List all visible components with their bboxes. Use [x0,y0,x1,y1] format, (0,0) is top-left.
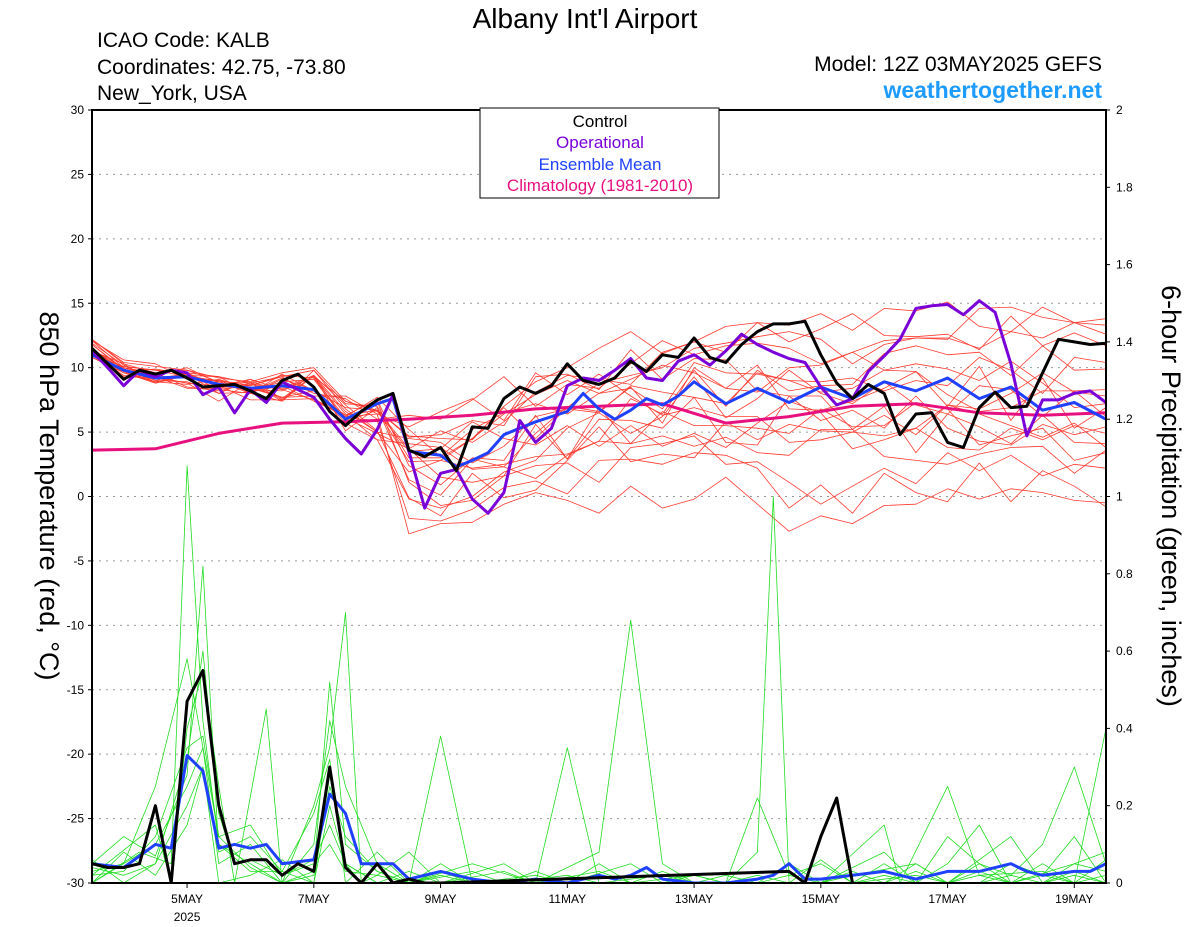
left-tick-label: -5 [73,554,84,568]
x-tick-label: 13MAY [675,892,713,906]
temperature-member-line [92,350,1106,457]
right-tick-label: 1.4 [1116,335,1133,349]
legend-entry-control: Control [573,112,628,131]
left-tick-label: 0 [77,490,84,504]
right-tick-label: 1.6 [1116,258,1133,272]
left-axis-ticks: 30 25 20 15 10 5 0 -5 -10 -15 -20 -25 -30 [67,103,92,890]
left-tick-label: 15 [71,296,85,310]
right-tick-label: 1.2 [1116,412,1133,426]
left-tick-label: 30 [71,103,85,117]
legend-box [479,107,720,199]
x-axis-ticks: 5MAY 2025 7MAY 9MAY 11MAY 13MAY 15MAY 17MAY 19MA… [171,883,1094,924]
right-tick-label: 0.8 [1116,567,1133,581]
left-tick-label: -10 [67,618,85,632]
temp-operational-line [92,299,1106,515]
left-axis-title-text: 850 hPa Temperature (red, °C) [34,312,64,681]
icao-code: ICAO Code: KALB [97,29,270,52]
temperature-member-line [92,340,1106,522]
right-tick-label: 2 [1116,103,1123,117]
left-tick-label: -15 [67,683,85,697]
right-tick-label: 0.6 [1116,644,1133,658]
location: New_York, USA [97,82,247,105]
model-run: Model: 12Z 03MAY2025 GEFS [814,53,1102,76]
x-tick-label: 11MAY [549,892,587,906]
x-tick-label: 19MAY [1055,892,1093,906]
left-tick-label: 10 [71,361,85,375]
left-tick-label: 25 [71,167,85,181]
left-tick-label: 5 [77,425,84,439]
x-tick-label: 17MAY [928,892,966,906]
temperature-member-line [92,313,1106,441]
temperature-member-line [92,342,1106,486]
precip-ensemble-mean-line [92,754,1106,883]
left-tick-label: -20 [67,747,85,761]
precipitation-member-line [92,735,1106,883]
right-axis-title: 6-hour Precipitation (green, inches) [1156,285,1186,707]
legend-entry-operational: Operational [556,133,644,152]
temp-control-line [92,319,1106,473]
right-tick-label: 1 [1116,490,1123,504]
legend: Control Operational Ensemble Mean Climat… [479,107,720,199]
left-tick-label: 20 [71,232,85,246]
x-tick-sublabel: 2025 [174,910,201,924]
legend-entry-ensemble-mean: Ensemble Mean [539,155,662,174]
coordinates: Coordinates: 42.75, -73.80 [97,56,346,79]
x-tick-label: 5MAY [171,892,203,906]
left-tick-label: -30 [67,876,85,890]
x-tick-label: 7MAY [298,892,330,906]
temperature-member-line [92,347,1106,535]
precipitation-member-line [92,496,1106,883]
legend-entry-climatology: Climatology (1981-2010) [507,176,693,195]
right-tick-label: 0 [1116,876,1123,890]
precip-control-line [92,668,854,883]
main-series-lines [92,299,1106,883]
right-tick-label: 1.8 [1116,180,1133,194]
grid-lines [92,173,1106,820]
chart-title: Albany Int'l Airport [473,3,698,34]
right-tick-label: 0.2 [1116,799,1133,813]
left-axis-title: 850 hPa Temperature (red, °C) [34,312,64,681]
right-tick-label: 0.4 [1116,721,1133,735]
right-axis-title-text: 6-hour Precipitation (green, inches) [1156,285,1186,707]
temperature-member-line [92,344,1106,474]
temperature-member-line [92,351,1106,443]
site-link[interactable]: weathertogether.net [882,77,1102,103]
right-axis-ticks: 2 1.8 1.6 1.4 1.2 1 0.8 0.6 0.4 0.2 0 [1106,103,1133,890]
left-tick-label: -25 [67,812,85,826]
temp-ensemble-mean-line [92,353,1106,469]
x-tick-label: 15MAY [802,892,840,906]
temperature-member-line [92,349,1106,454]
climatology-line [92,402,1106,452]
precipitation-member-line [92,747,1106,883]
x-tick-label: 9MAY [425,892,457,906]
precipitation-member-line [92,728,1106,883]
